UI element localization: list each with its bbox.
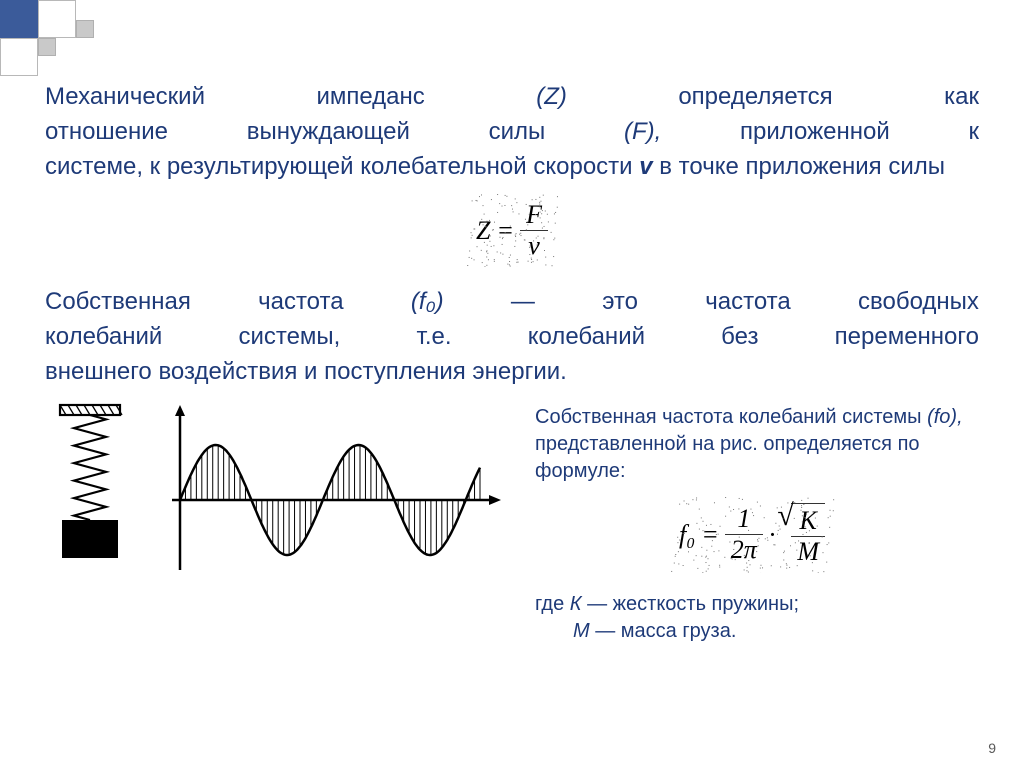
formula-den: v [520,231,548,261]
formula2-sqrt-num: K [791,506,825,537]
formula-num: F [520,200,548,231]
formula-eq: = [497,216,515,246]
paragraph-impedance: Механическийимпеданс(Z)определяетсякакот… [45,80,979,184]
formula-impedance: Z = F v [45,194,979,267]
slide-content: Механическийимпеданс(Z)определяетсякакот… [0,0,1024,665]
formula-natural-frequency: f₀ = 1 2π · √ K M [535,497,969,573]
formula2-den1: 2π [725,535,763,565]
formula2-eq: = [701,520,719,550]
formula2-mul: · [769,520,776,550]
formula-legend: где К — жесткость пружины;М — масса груз… [535,591,969,645]
formula-lhs: Z [476,216,490,246]
paragraph-natural-frequency: Собственнаячастота(f₀)—эточастотасвободн… [45,285,979,389]
right-paragraph: Собственная частота колебаний системы (f… [535,404,969,485]
spring-mass-diagram [45,400,135,580]
oscillation-wave-diagram [145,400,515,580]
formula2-sqrt-den: M [791,537,825,567]
formula2-lhs: f₀ [679,520,695,550]
formula2-num1: 1 [725,504,763,535]
diagram-row: Собственная частота колебаний системы (f… [45,400,979,645]
page-number: 9 [988,740,996,756]
